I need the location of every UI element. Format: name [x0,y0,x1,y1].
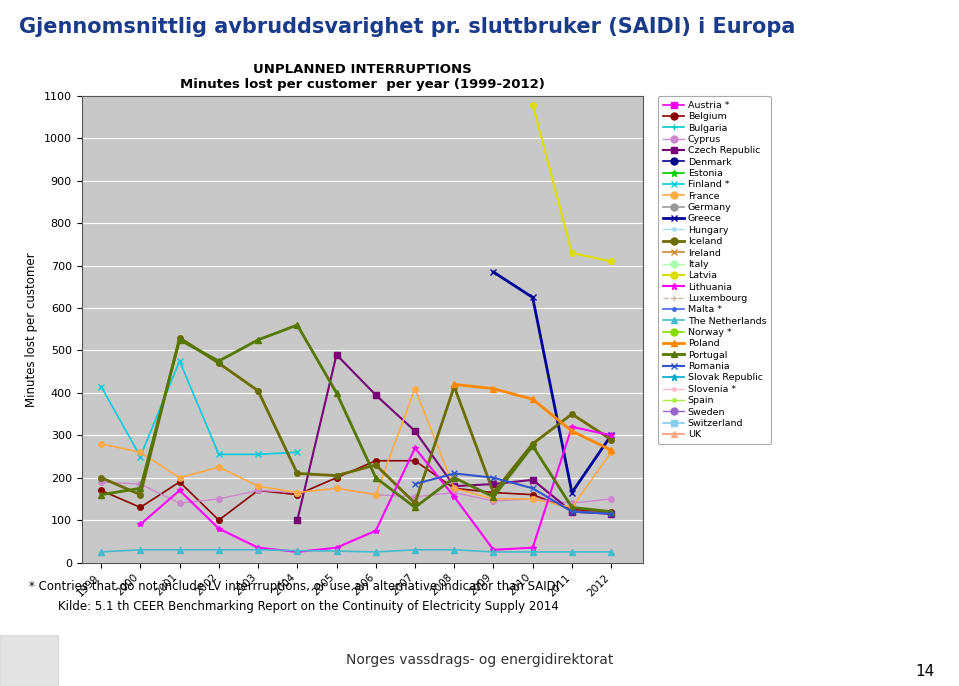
Text: 14: 14 [916,664,935,679]
Text: Gjennomsnittlig avbruddsvarighet pr. sluttbruker (SAIDI) i Europa: Gjennomsnittlig avbruddsvarighet pr. slu… [19,17,796,37]
Bar [0,635,58,686]
Text: Kilde: 5.1 th CEER Benchmarking Report on the Continuity of Electricity Supply 2: Kilde: 5.1 th CEER Benchmarking Report o… [58,600,558,613]
Legend: Austria *, Belgium, Bulgaria, Cyprus, Czech Republic, Denmark, Estonia, Finland : Austria *, Belgium, Bulgaria, Cyprus, Cz… [659,96,771,444]
Text: * Contries that do not include LV interrruptions, or use an alternative indicato: * Contries that do not include LV interr… [29,580,559,593]
Text: Norges vassdrags- og energidirektorat: Norges vassdrags- og energidirektorat [346,653,613,667]
Y-axis label: Minutes lost per customer: Minutes lost per customer [25,252,38,407]
Title: UNPLANNED INTERRUPTIONS
Minutes lost per customer  per year (1999-2012): UNPLANNED INTERRUPTIONS Minutes lost per… [179,62,545,91]
